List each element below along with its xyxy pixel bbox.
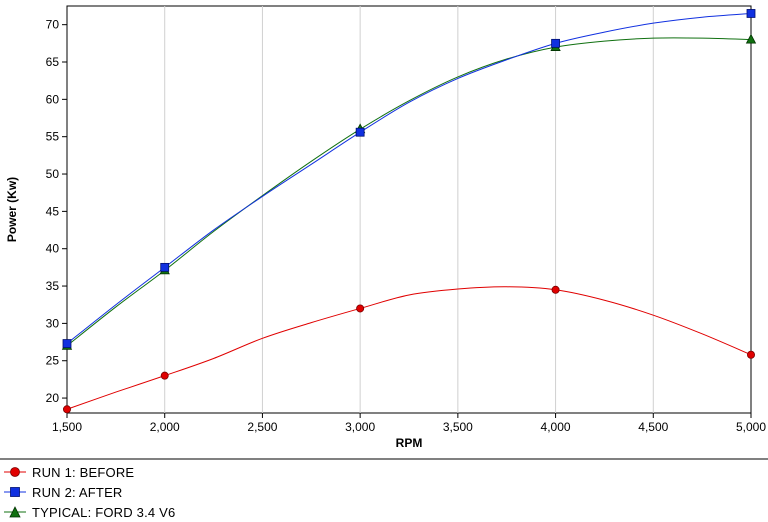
x-tick-label: 3,500 bbox=[443, 420, 473, 434]
legend-item-typical[interactable]: TYPICAL: FORD 3.4 V6 bbox=[4, 502, 175, 522]
series-line-2 bbox=[66, 12, 752, 344]
y-tick-label: 30 bbox=[46, 316, 60, 330]
y-tick-label: 70 bbox=[46, 18, 60, 32]
x-tick-label: 4,500 bbox=[638, 420, 668, 434]
data-point-run1 bbox=[747, 350, 756, 359]
legend-label-run1: RUN 1: BEFORE bbox=[32, 464, 135, 480]
data-point-run2 bbox=[160, 262, 170, 272]
x-tick-label: 3,000 bbox=[345, 420, 375, 434]
y-tick-label: 60 bbox=[46, 92, 60, 106]
y-tick-label: 50 bbox=[46, 167, 60, 181]
data-point-run1 bbox=[551, 285, 560, 294]
y-tick-label: 20 bbox=[46, 391, 60, 405]
data-point-run2 bbox=[355, 127, 365, 137]
data-point-run2 bbox=[746, 9, 756, 18]
x-tick-label: 4,000 bbox=[541, 420, 571, 434]
y-tick-label: 65 bbox=[46, 55, 60, 69]
plot-area bbox=[66, 5, 752, 414]
series-line-3 bbox=[66, 37, 752, 347]
data-point-run1 bbox=[63, 405, 72, 414]
data-point-run1 bbox=[356, 304, 365, 313]
legend-item-run2[interactable]: RUN 2: AFTER bbox=[4, 482, 175, 502]
x-tick-label: 2,000 bbox=[150, 420, 180, 434]
y-tick-label: 25 bbox=[46, 354, 60, 368]
legend-blue-square-icon bbox=[4, 487, 26, 497]
series-line-1 bbox=[66, 286, 752, 410]
legend-label-typical: TYPICAL: FORD 3.4 V6 bbox=[32, 504, 176, 520]
x-tick-label: 1,500 bbox=[52, 420, 82, 434]
data-point-run1 bbox=[160, 371, 169, 380]
y-tick-label: 45 bbox=[46, 204, 60, 218]
legend-red-circle-icon bbox=[4, 467, 26, 477]
y-tick-label: 40 bbox=[46, 242, 60, 256]
data-point-run2 bbox=[551, 38, 560, 48]
data-point-run2 bbox=[62, 339, 72, 348]
y-axis-title: Power (Kw) bbox=[5, 177, 19, 242]
legend: RUN 1: BEFORE RUN 2: AFTER TYPICAL: FORD… bbox=[4, 462, 175, 522]
power-rpm-chart: 1,500 2,000 2,500 3,000 3,500 4,000 4,500 5,000… bbox=[0, 5, 768, 460]
y-tick-label: 35 bbox=[46, 279, 60, 293]
x-tick-label: 2,500 bbox=[247, 420, 277, 434]
legend-green-triangle-icon bbox=[4, 506, 26, 518]
legend-label-run2: RUN 2: AFTER bbox=[32, 484, 123, 500]
x-tick-label: 5,000 bbox=[736, 420, 766, 434]
data-point-typical bbox=[745, 33, 757, 44]
x-axis-title: RPM bbox=[396, 436, 423, 450]
y-tick-label: 55 bbox=[46, 130, 60, 144]
legend-item-run1[interactable]: RUN 1: BEFORE bbox=[4, 462, 175, 482]
